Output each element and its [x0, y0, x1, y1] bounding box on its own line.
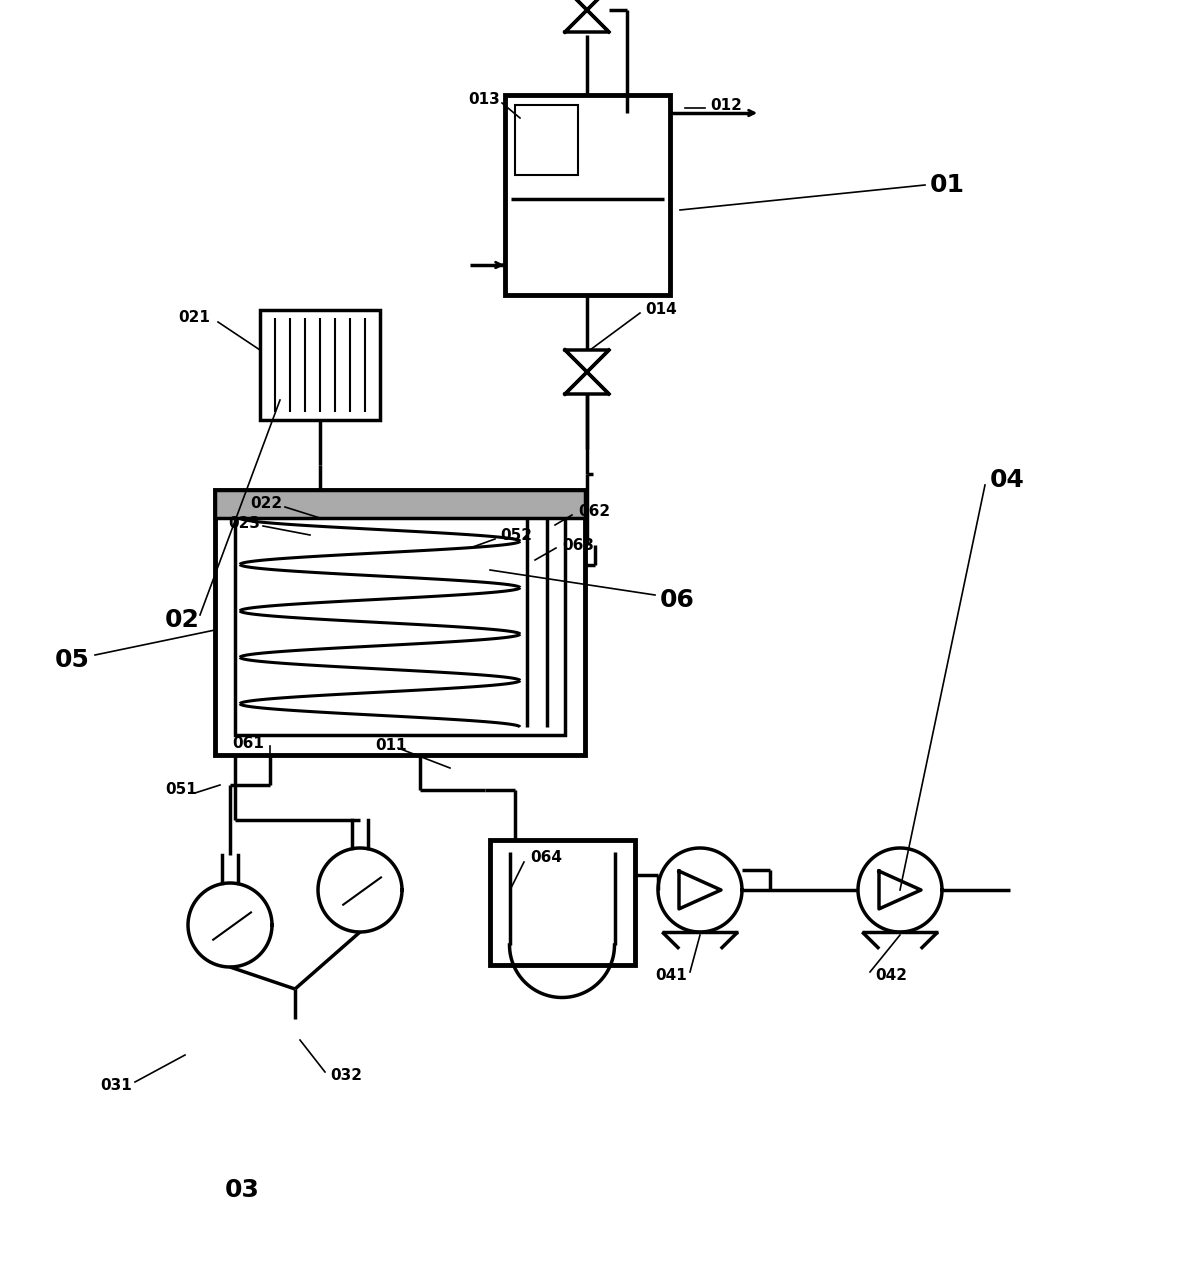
Text: 04: 04 — [990, 467, 1024, 492]
Bar — [515, 105, 578, 175]
Text: 012: 012 — [710, 98, 741, 113]
Text: 06: 06 — [660, 588, 695, 612]
Text: 05: 05 — [55, 648, 90, 672]
Text: 063: 063 — [562, 538, 593, 552]
Text: 013: 013 — [468, 92, 500, 108]
Text: 02: 02 — [165, 609, 199, 632]
Text: 022: 022 — [250, 497, 282, 511]
Bar — [505, 95, 670, 295]
Bar — [490, 840, 635, 966]
Text: 01: 01 — [930, 173, 965, 196]
Text: 021: 021 — [178, 311, 210, 326]
Text: 052: 052 — [500, 529, 533, 543]
Text: 03: 03 — [224, 1177, 260, 1202]
Bar — [215, 490, 585, 517]
Text: 041: 041 — [656, 968, 687, 982]
Bar — [235, 510, 565, 734]
Text: 031: 031 — [100, 1077, 131, 1093]
Text: 032: 032 — [330, 1067, 362, 1082]
Text: 051: 051 — [165, 782, 197, 797]
Bar — [215, 490, 585, 755]
Text: 061: 061 — [232, 736, 264, 751]
Text: 064: 064 — [530, 850, 562, 865]
Text: 062: 062 — [578, 505, 610, 520]
Text: 011: 011 — [375, 737, 407, 752]
Bar — [260, 309, 380, 420]
Text: 023: 023 — [228, 515, 260, 530]
Text: 014: 014 — [645, 303, 677, 317]
Text: 042: 042 — [875, 968, 907, 982]
